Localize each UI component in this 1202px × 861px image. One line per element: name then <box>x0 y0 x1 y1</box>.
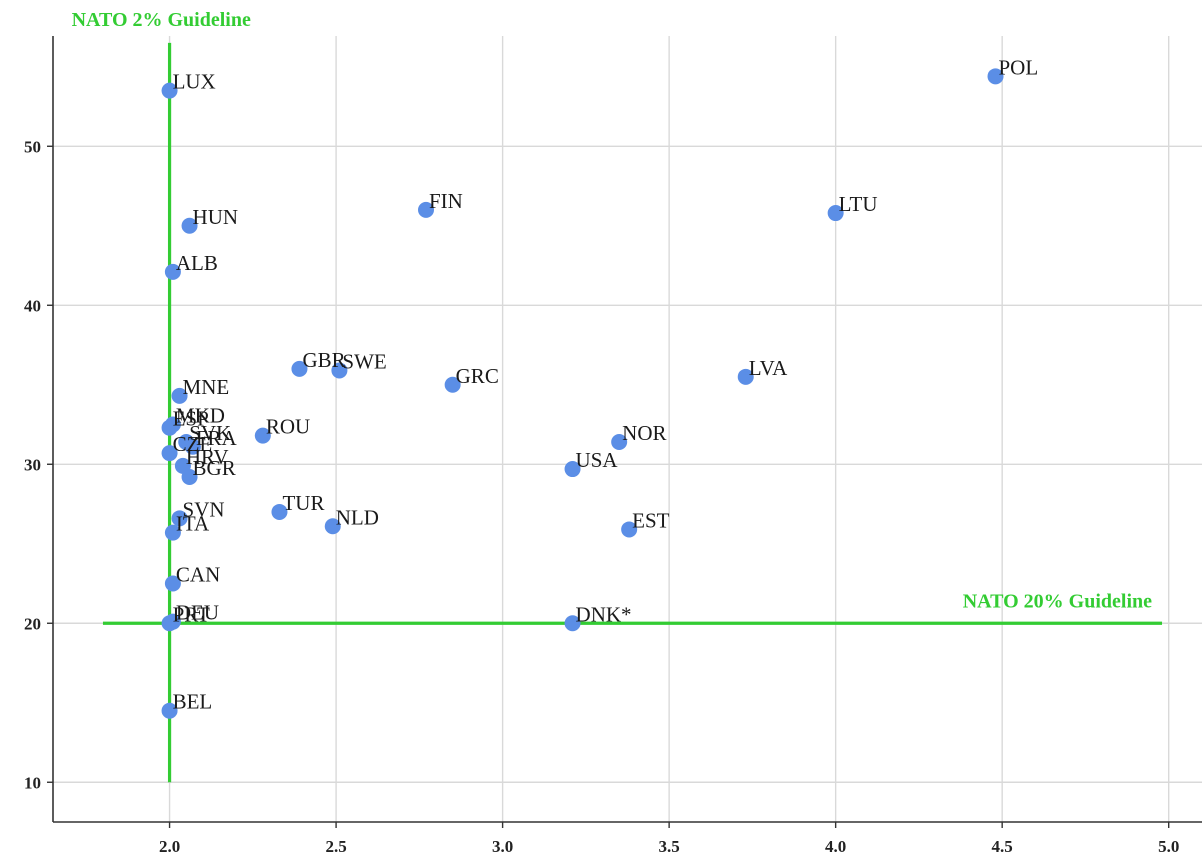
point-label: ITA <box>176 512 210 536</box>
x-tick-label: 5.0 <box>1158 837 1179 856</box>
data-point <box>254 427 271 444</box>
point-label: DNK* <box>576 602 632 626</box>
x-tick-label: 3.0 <box>492 837 513 856</box>
data-point <box>171 510 188 527</box>
data-point <box>184 438 201 455</box>
point-label: LTU <box>839 192 878 216</box>
data-point <box>827 205 844 222</box>
data-point <box>418 201 435 218</box>
data-point <box>161 615 178 632</box>
x-tick-label: 4.0 <box>825 837 846 856</box>
point-label: MNE <box>183 375 230 399</box>
data-point <box>161 445 178 462</box>
point-label: EST <box>632 508 670 532</box>
data-point <box>164 263 181 280</box>
data-point <box>161 702 178 719</box>
point-label: ALB <box>176 251 218 275</box>
data-point <box>181 217 198 234</box>
point-label: SVN <box>183 497 225 521</box>
data-point <box>444 376 461 393</box>
point-label: NOR <box>622 421 666 445</box>
y-tick-label: 20 <box>24 614 41 633</box>
point-label: ROU <box>266 415 310 439</box>
point-label: GRC <box>456 364 499 388</box>
data-point <box>291 360 308 377</box>
point-label: SWE <box>342 349 386 373</box>
point-label: HRV <box>186 445 229 469</box>
point-label: BGR <box>193 456 236 480</box>
point-label: DEU <box>176 601 219 625</box>
data-point <box>324 518 341 535</box>
vertical-guideline-label: NATO 2% Guideline <box>72 9 251 31</box>
x-tick-label: 4.5 <box>992 837 1013 856</box>
y-tick-label: 30 <box>24 455 41 474</box>
y-tick-label: 40 <box>24 296 41 315</box>
x-tick-label: 2.0 <box>159 837 180 856</box>
point-label: CAN <box>176 563 220 587</box>
point-label: CZE <box>173 432 213 456</box>
data-point <box>181 468 198 485</box>
data-point <box>161 419 178 436</box>
point-label: GBR <box>302 348 345 372</box>
point-label: ESP <box>173 407 209 431</box>
data-point <box>164 575 181 592</box>
data-point <box>331 362 348 379</box>
data-point <box>987 68 1004 85</box>
horizontal-guideline-label: NATO 20% Guideline <box>963 590 1152 612</box>
point-label: NLD <box>336 505 379 529</box>
point-label: MKD <box>176 404 225 428</box>
data-point <box>611 434 628 451</box>
x-tick-label: 2.5 <box>325 837 346 856</box>
point-label: HUN <box>193 205 239 229</box>
axes: 2.0 2.5 3.0 3.5 4.0 4.5 5.0 10 20 30 40 50 <box>24 36 1202 856</box>
data-point <box>171 387 188 404</box>
point-label: SVK <box>189 421 231 445</box>
point-label: USA <box>576 448 619 472</box>
point-label: LUX <box>173 70 216 94</box>
data-points <box>161 68 1004 719</box>
point-label: LVA <box>749 356 788 380</box>
point-label: POL <box>999 55 1039 79</box>
data-point <box>161 82 178 99</box>
point-label: FIN <box>429 189 463 213</box>
point-label: PRT <box>173 602 210 626</box>
point-label: FRA <box>196 426 238 450</box>
point-label: BEL <box>173 690 213 714</box>
data-point <box>564 461 581 478</box>
point-label: TUR <box>282 491 324 515</box>
nato-guidelines: NATO 2% Guideline NATO 20% Guideline <box>72 9 1163 783</box>
data-point <box>737 368 754 385</box>
data-point <box>564 615 581 632</box>
data-point <box>164 524 181 541</box>
y-tick-label: 10 <box>24 773 41 792</box>
data-point <box>621 521 638 538</box>
data-point <box>271 503 288 520</box>
x-tick-label: 3.5 <box>659 837 680 856</box>
y-tick-label: 50 <box>24 137 41 156</box>
